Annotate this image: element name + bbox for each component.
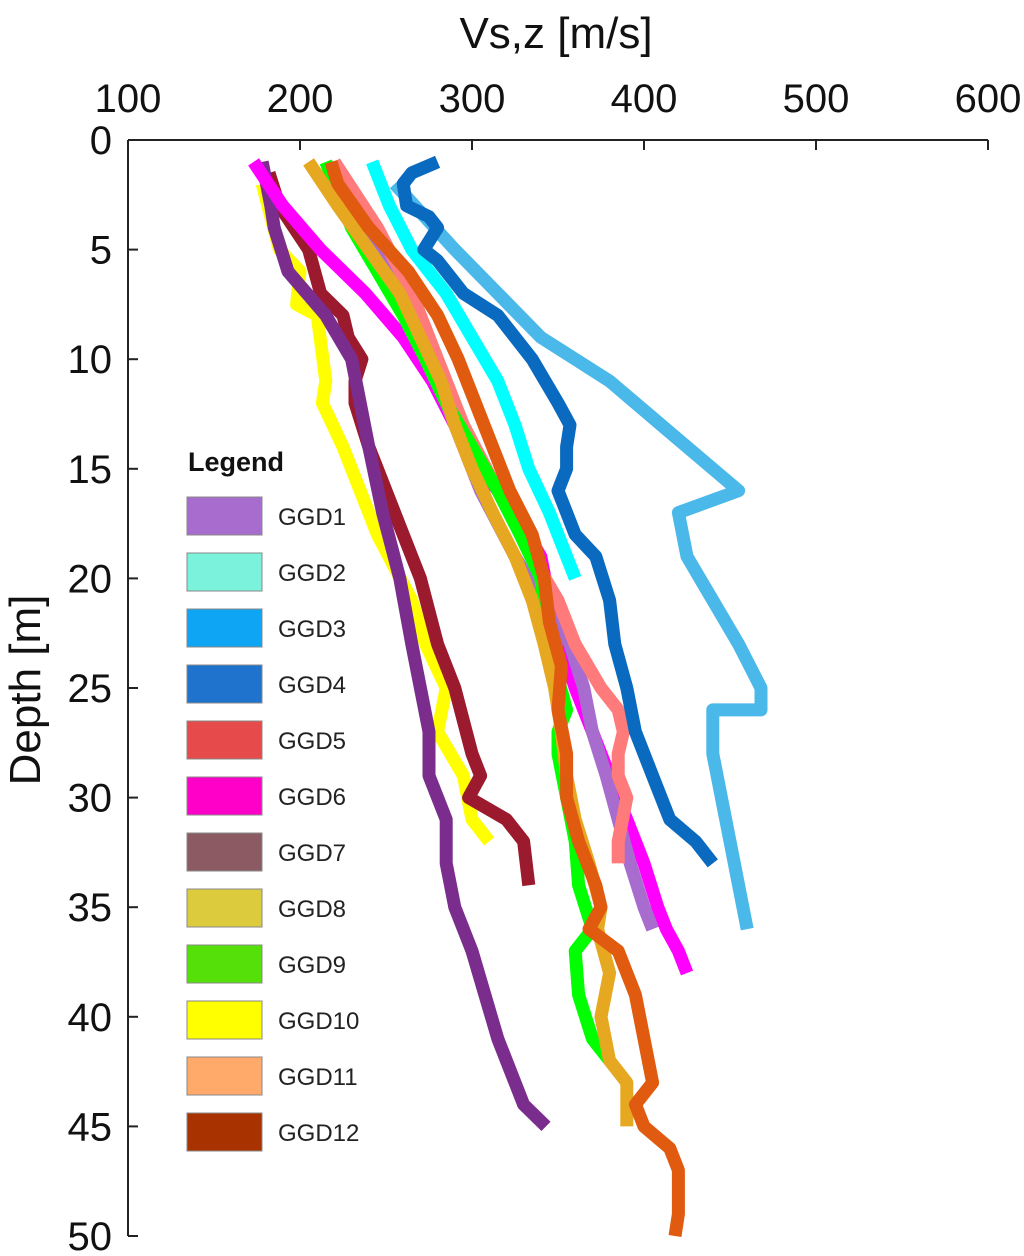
legend-label: GGD7 [278, 840, 346, 867]
legend-label: GGD4 [278, 672, 346, 699]
series-line [389, 179, 768, 931]
y-tick-label: 15 [68, 448, 113, 492]
series-line [396, 155, 718, 868]
legend-swatch [186, 832, 263, 872]
legend-swatch [186, 1112, 263, 1152]
y-axis-title: Depth [m] [1, 595, 50, 786]
x-tick-label: 600 [955, 77, 1022, 121]
axes: 100 200 300 400 500 600 0 5 10 15 20 25 30 35 40 45 50 [68, 77, 1022, 1256]
legend-swatch [186, 776, 263, 816]
legend-label: GGD2 [278, 560, 346, 587]
legend-swatch [186, 944, 263, 984]
legend-swatch [186, 720, 263, 760]
legend-label: GGD5 [278, 728, 346, 755]
x-tick-label: 500 [783, 77, 850, 121]
x-tick-label: 300 [439, 77, 506, 121]
legend-label: GGD1 [278, 504, 346, 531]
legend-swatch [186, 496, 263, 536]
series-line [366, 159, 582, 581]
legend-label: GGD8 [278, 896, 346, 923]
legend-swatch [186, 552, 263, 592]
series-line [255, 160, 551, 1132]
legend-label: GGD10 [278, 1008, 359, 1035]
y-tick-label: 20 [68, 557, 113, 601]
x-tick-label: 100 [95, 77, 162, 121]
x-axis-title: Vs,z [m/s] [459, 9, 652, 58]
y-tick-label: 25 [68, 667, 113, 711]
y-tick-label: 40 [68, 996, 113, 1040]
y-tick-label: 10 [68, 338, 113, 382]
legend-label: GGD12 [278, 1120, 359, 1147]
legend-swatch [186, 1056, 263, 1096]
y-tick-label: 0 [90, 119, 112, 163]
legend: Legend GGD1 GGD2 GGD3 GGD4 GGD5 GGD6 GGD7 GGD8 GG… [186, 447, 359, 1152]
y-tick-label: 50 [68, 1215, 113, 1256]
legend-swatch [186, 664, 263, 704]
legend-label: GGD9 [278, 952, 346, 979]
y-tick-label: 35 [68, 886, 113, 930]
x-tick-label: 200 [267, 77, 334, 121]
y-tick-label: 5 [90, 229, 112, 273]
series-line [328, 158, 634, 864]
y-tick-label: 30 [68, 777, 113, 821]
y-tick-label: 45 [68, 1105, 113, 1149]
legend-swatch [186, 608, 263, 648]
series-layer [248, 155, 768, 1237]
legend-title: Legend [188, 447, 284, 477]
x-tick-label: 400 [611, 77, 678, 121]
series-line [303, 158, 634, 1127]
legend-label: GGD6 [278, 784, 346, 811]
legend-swatch [186, 1000, 263, 1040]
series-line [255, 182, 495, 846]
legend-label: GGD11 [278, 1064, 358, 1091]
legend-swatch [186, 888, 263, 928]
legend-label: GGD3 [278, 616, 346, 643]
series-line [324, 159, 685, 1237]
